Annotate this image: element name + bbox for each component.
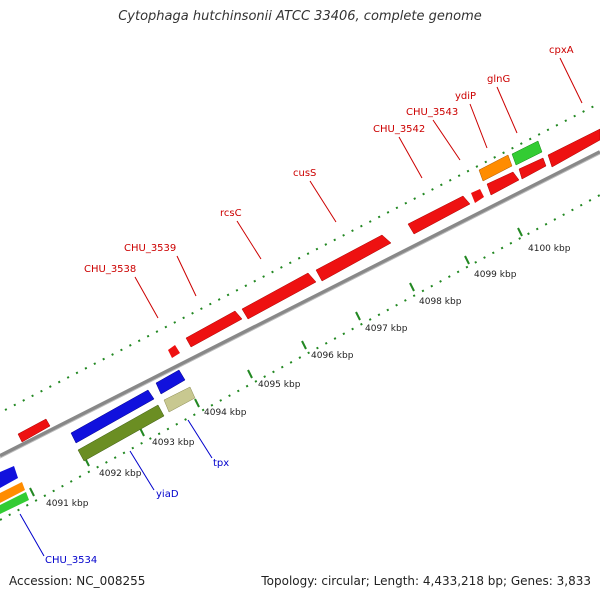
reverse-leaders	[19, 419, 213, 557]
forward-leaders	[134, 57, 583, 319]
forward-dot-guide	[4, 102, 600, 411]
gene-arrow-small-blue	[155, 369, 186, 395]
gene-arrow-glnG	[518, 157, 547, 180]
gene-arrow-CHU_3542	[407, 195, 471, 235]
tick-label-4091: 4091 kbp	[46, 499, 89, 509]
label-CHU_3538: CHU_3538	[84, 264, 136, 275]
gene-arrow-CHU_3538	[168, 345, 180, 358]
label-CHU_3543: CHU_3543	[406, 107, 458, 118]
reverse-genes	[0, 369, 196, 514]
label-CHU_3539: CHU_3539	[124, 243, 176, 254]
label-yiaD: yiaD	[156, 489, 179, 500]
gene-box-left-orange	[0, 482, 25, 503]
gene-arrow-CHU_3539	[185, 310, 243, 348]
tick-label-4095: 4095 kbp	[258, 380, 301, 390]
forward-label-texts: CHU_3538 CHU_3539 rcsC cusS CHU_3542 CHU…	[84, 45, 574, 275]
gene-arrow-rcsC	[241, 272, 317, 320]
genome-backbone	[0, 150, 600, 458]
reverse-dot-guide	[0, 194, 600, 521]
label-CHU_3542: CHU_3542	[373, 124, 425, 135]
tick-label-4098: 4098 kbp	[419, 297, 462, 307]
tick-label-4094: 4094 kbp	[204, 408, 247, 418]
label-CHU_3534: CHU_3534	[45, 555, 97, 566]
gene-arrow-ydiP	[486, 171, 520, 196]
gene-box-khaki	[163, 386, 196, 413]
tick-label-4100: 4100 kbp	[528, 244, 571, 254]
accession-text: Accession: NC_008255	[9, 574, 146, 588]
reverse-label-texts: CHU_3534 yiaD tpx	[45, 458, 229, 566]
label-tpx: tpx	[213, 458, 229, 469]
label-rcsC: rcsC	[220, 208, 242, 219]
gene-arrow-CHU_3543	[471, 189, 484, 203]
gene-arrow-yiaD-blue	[70, 389, 155, 444]
forward-genes	[17, 128, 600, 443]
map-title: Cytophaga hutchinsonii ATCC 33406, compl…	[118, 9, 482, 24]
gene-box-left-green	[0, 492, 29, 514]
gene-arrow-left-blue	[0, 466, 18, 488]
label-cpxA: cpxA	[549, 45, 574, 56]
label-cusS: cusS	[293, 168, 316, 179]
topology-text: Topology: circular; Length: 4,433,218 bp…	[261, 574, 591, 588]
label-ydiP: ydiP	[455, 91, 476, 102]
gene-box-green	[511, 140, 543, 166]
label-glnG: glnG	[487, 74, 510, 85]
tick-label-4099: 4099 kbp	[474, 270, 517, 280]
gene-arrow-left-red	[17, 418, 51, 443]
genome-backbone-shadow	[0, 153, 600, 459]
gene-arrow-cpxA	[547, 128, 600, 168]
gene-box-orange	[478, 154, 513, 182]
tick-label-4096: 4096 kbp	[311, 351, 354, 361]
scale-labels: 4091 kbp 4092 kbp 4093 kbp 4094 kbp 4095…	[46, 244, 571, 509]
gene-arrow-cusS	[315, 234, 392, 282]
tick-label-4093: 4093 kbp	[152, 438, 195, 448]
gene-box-olive	[77, 404, 165, 462]
tick-label-4092: 4092 kbp	[99, 469, 142, 479]
tick-label-4097: 4097 kbp	[365, 324, 408, 334]
